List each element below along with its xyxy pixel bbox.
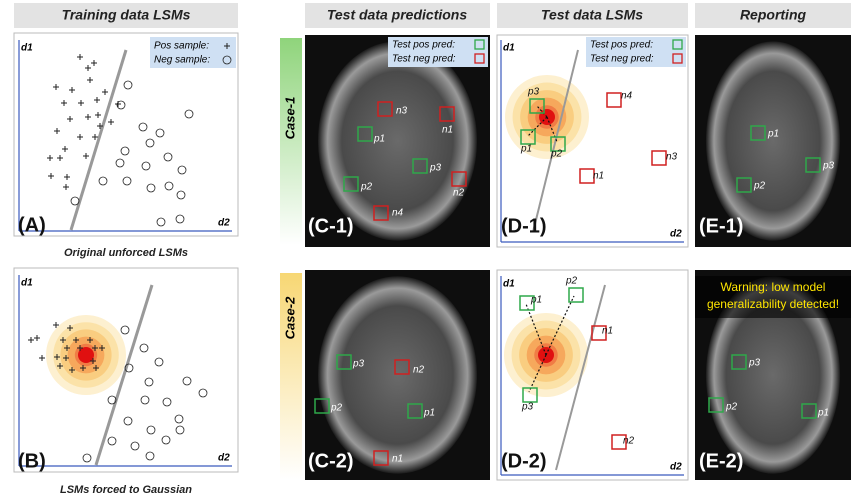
marker-label: n1	[442, 125, 453, 136]
axis-label: d2	[218, 218, 230, 229]
axis-label: d2	[670, 462, 682, 473]
marker-label: p1	[530, 295, 542, 306]
marker-label: p3	[822, 161, 835, 172]
marker-label: n1	[602, 326, 613, 337]
marker-label: p1	[520, 144, 532, 155]
legend-text: Test pos pred:	[590, 40, 653, 51]
header: Reporting	[740, 7, 807, 23]
figure: Training data LSMs Test data predictions…	[0, 0, 851, 498]
caption: LSMs forced to Gaussian	[60, 484, 192, 496]
marker-label: p2	[330, 403, 343, 414]
axis-label: d1	[503, 279, 515, 290]
marker-label: p3	[352, 359, 365, 370]
marker-label: n2	[413, 365, 425, 376]
panel-label: (D-1)	[501, 215, 547, 237]
axis-label: d1	[21, 278, 33, 289]
legend-text: Test neg pred:	[590, 54, 654, 65]
legend-text: Pos sample:	[154, 41, 209, 52]
panel-label: (A)	[18, 214, 46, 236]
marker-label: n3	[666, 152, 678, 163]
marker-label: n4	[392, 208, 404, 219]
header: Training data LSMs	[62, 7, 191, 23]
axis-label: d1	[21, 43, 33, 54]
axis-label: d2	[218, 453, 230, 464]
panel-label: (E-2)	[699, 450, 743, 472]
panel-label: (C-1)	[308, 215, 354, 237]
marker-label: p2	[550, 149, 563, 160]
legend-text: Test pos pred:	[392, 40, 455, 51]
marker-label: p1	[817, 408, 829, 419]
marker-label: p2	[565, 276, 578, 287]
axis-label: d1	[503, 43, 515, 54]
caption: Original unforced LSMs	[64, 247, 188, 259]
warning: Warning: low model	[721, 280, 826, 294]
brain-image	[706, 41, 840, 240]
case-strip	[280, 38, 302, 245]
marker-label: p3	[527, 87, 540, 98]
marker-label: n1	[593, 171, 604, 182]
legend-text: Neg sample:	[154, 55, 210, 66]
header: Test data predictions	[327, 7, 468, 23]
marker-label: p1	[767, 129, 779, 140]
panel-label: (E-1)	[699, 215, 743, 237]
legend-text: Test neg pred:	[392, 54, 456, 65]
marker-label: n4	[621, 91, 633, 102]
marker-label: p2	[753, 181, 766, 192]
header: Test data LSMs	[541, 7, 643, 23]
axis-label: d2	[670, 229, 682, 240]
marker-label: n1	[392, 454, 403, 465]
marker-label: p3	[429, 163, 442, 174]
marker-label: p2	[725, 402, 738, 413]
brain-image	[318, 276, 477, 473]
warning: generalizability detected!	[707, 297, 839, 311]
panel-label: (C-2)	[308, 450, 354, 472]
marker-label: p1	[373, 134, 385, 145]
marker-label: n2	[453, 188, 465, 199]
marker-label: p2	[360, 182, 373, 193]
panel-label: (D-2)	[501, 450, 547, 472]
marker-label: n3	[396, 106, 408, 117]
marker-label: p3	[748, 358, 761, 369]
panel-label: (B)	[18, 450, 46, 472]
marker-label: p3	[521, 402, 534, 413]
case-label: Case-1	[282, 97, 297, 140]
marker-label: p1	[423, 408, 435, 419]
marker-label: n2	[623, 436, 635, 447]
case-label: Case-2	[282, 296, 297, 339]
